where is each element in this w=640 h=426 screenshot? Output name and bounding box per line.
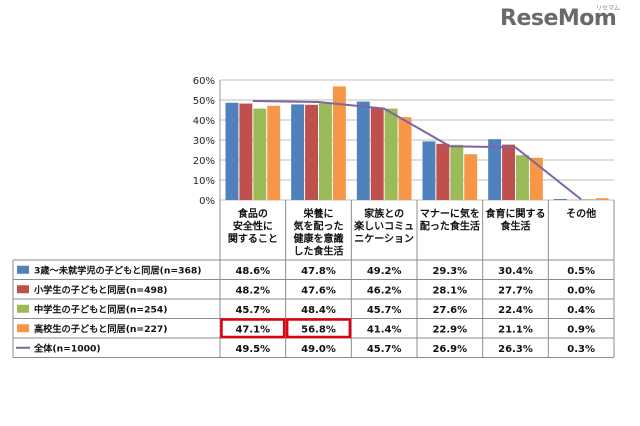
value-label: 45.7% <box>367 344 402 355</box>
value-label: 47.8% <box>301 266 336 277</box>
category-label: 栄養に <box>303 207 334 220</box>
highlight-box <box>220 318 286 339</box>
y-tick-label: 30% <box>193 136 215 147</box>
category-label: 気を配った <box>293 220 344 233</box>
legend-key <box>17 324 29 333</box>
bar <box>516 155 529 200</box>
legend-key <box>17 265 29 274</box>
y-tick-label: 10% <box>193 176 215 187</box>
value-label: 45.7% <box>367 305 402 316</box>
value-label: 56.8% <box>301 324 336 335</box>
logo-subtext: リセマム <box>596 5 621 12</box>
bar <box>370 107 384 200</box>
bar <box>291 104 305 200</box>
category-label: 食品の <box>237 207 268 220</box>
value-label: 27.7% <box>498 285 533 296</box>
value-label: 48.6% <box>235 266 270 277</box>
y-tick-label: 50% <box>193 96 215 107</box>
bar <box>305 104 318 200</box>
series-line <box>252 100 582 201</box>
highlight-box <box>285 318 352 339</box>
bar <box>319 103 332 200</box>
value-label: 0.4% <box>567 305 595 316</box>
bar <box>595 198 609 200</box>
bar <box>253 108 267 200</box>
value-label: 46.2% <box>367 285 402 296</box>
bar <box>384 108 398 200</box>
y-tick-label: 20% <box>193 156 215 167</box>
bar <box>581 199 595 200</box>
value-label: 26.3% <box>498 344 533 355</box>
value-label: 0.3% <box>567 344 595 355</box>
category-label: 食育に関する <box>485 207 546 220</box>
bar <box>450 144 464 200</box>
bar <box>267 105 281 200</box>
value-label: 22.9% <box>432 324 467 335</box>
category-label: 健康を意識 <box>294 232 344 245</box>
value-label: 41.4% <box>367 324 402 335</box>
series-name: 小学生の子どもと同居(n=498) <box>33 284 168 296</box>
bar <box>488 139 502 200</box>
value-label: 47.1% <box>235 324 270 335</box>
bar <box>239 103 253 200</box>
value-label: 47.6% <box>301 285 336 296</box>
series-name: 3歳～未就学児の子どもと同居(n=368) <box>34 264 201 276</box>
value-label: 0.5% <box>567 266 595 277</box>
bar <box>398 117 412 200</box>
bar <box>502 144 515 200</box>
value-label: 29.3% <box>432 266 467 277</box>
value-label: 49.5% <box>235 344 270 355</box>
bar <box>464 154 478 200</box>
value-label: 49.2% <box>367 266 402 277</box>
value-label: 49.0% <box>301 344 336 355</box>
category-label: マナーに気を <box>420 207 480 220</box>
legend-key <box>17 285 29 294</box>
category-label: 楽しいコミュ <box>353 220 414 233</box>
legend-key <box>17 304 29 313</box>
value-label: 28.1% <box>432 285 467 296</box>
value-label: 0.0% <box>567 285 595 296</box>
value-label: 30.4% <box>498 266 533 277</box>
value-label: 27.6% <box>432 305 467 316</box>
value-label: 48.2% <box>235 285 270 296</box>
bar <box>332 86 346 200</box>
bar <box>553 199 567 200</box>
value-label: 0.9% <box>567 324 595 335</box>
value-label: 26.9% <box>432 344 467 355</box>
series-name: 中学生の子どもと同居(n=254) <box>34 303 168 315</box>
y-tick-label: 40% <box>193 116 215 127</box>
bar <box>356 101 370 200</box>
series-name: 全体(n=1000) <box>33 342 101 354</box>
category-label: 家族との <box>364 207 404 220</box>
category-label: 安全性に <box>233 220 273 233</box>
category-label: その他 <box>566 207 596 220</box>
category-label: した食生活 <box>294 245 344 258</box>
bar <box>422 141 436 200</box>
value-label: 22.4% <box>498 305 533 316</box>
category-label: 配った食生活 <box>420 220 480 233</box>
category-label: ニケーション <box>354 233 414 245</box>
y-tick-label: 60% <box>193 76 215 87</box>
value-label: 21.1% <box>498 324 533 335</box>
value-label: 48.4% <box>301 305 336 316</box>
logo-text: ReseMom <box>500 6 617 31</box>
value-label: 45.7% <box>235 305 270 316</box>
series-name: 高校生の子どもと同居(n=227) <box>34 323 168 335</box>
bar <box>436 143 450 200</box>
bar <box>225 102 239 200</box>
category-label: 食生活 <box>500 220 531 233</box>
category-label: 関すること <box>228 233 278 245</box>
y-tick-label: 0% <box>199 196 215 207</box>
bar <box>529 157 543 200</box>
